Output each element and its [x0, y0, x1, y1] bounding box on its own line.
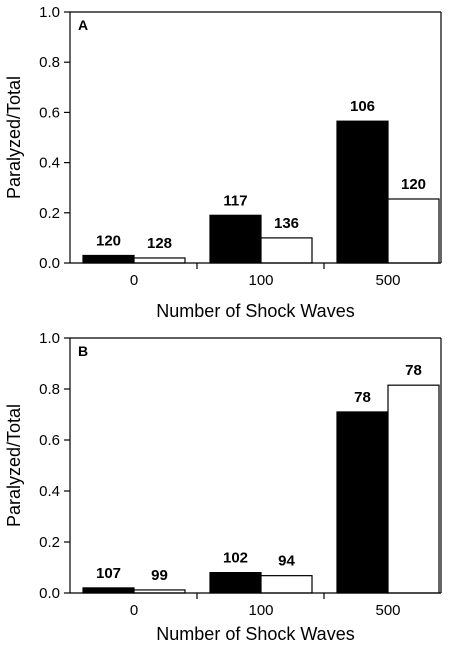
bar-a-series2-100: [260, 237, 313, 264]
x-axis-title: Number of Shock Waves: [156, 624, 354, 644]
y-tick-label: 0.0: [39, 585, 60, 602]
y-tick-label: 0.2: [39, 205, 60, 222]
y-tick-label: 0.0: [39, 255, 60, 272]
data-label: 107: [96, 565, 121, 582]
y-tick-label: 0.8: [39, 381, 60, 398]
y-tick-label: 0.8: [39, 54, 60, 71]
x-tick-label: 100: [248, 602, 273, 619]
bar-a-series1-500: [336, 120, 389, 264]
bar-a-series1-0: [82, 254, 135, 264]
y-tick-label: 1.0: [39, 4, 60, 21]
data-label: 78: [354, 389, 371, 406]
data-label: 102: [223, 550, 248, 567]
data-label: 120: [96, 232, 121, 249]
y-tick-label: 0.4: [39, 483, 60, 500]
y-tick-label: 0.4: [39, 155, 60, 172]
panel-label: A: [78, 17, 88, 33]
data-label: 106: [350, 98, 375, 115]
panel-label: B: [78, 343, 88, 359]
x-tick-label: 100: [248, 272, 273, 289]
y-tick-label: 0.6: [39, 432, 60, 449]
y-tick-label: 0.2: [39, 534, 60, 551]
bar-b-series1-0: [82, 587, 135, 594]
data-label: 128: [147, 235, 172, 252]
data-label: 78: [405, 362, 422, 379]
chart-panel-a: 120 117 106 128 136 120 0.0 0.2 0.4 0.6 0.8 1.0 0 100…: [4, 4, 442, 321]
y-tick-label: 1.0: [39, 330, 60, 347]
chart-panel-b: 107 102 78 99 94 78 0.0 0.2 0.4 0.6 0.8 1.0 0 100 500 B…: [4, 330, 442, 644]
bar-a-series2-500: [387, 198, 440, 264]
y-tick-label: 0.6: [39, 104, 60, 121]
bar-a-series1-100: [209, 214, 262, 264]
data-label: 120: [401, 176, 426, 193]
data-label: 99: [151, 567, 168, 584]
y-axis-title: Paralyzed/Total: [4, 76, 24, 199]
data-label: 136: [274, 215, 299, 232]
y-axis-title: Paralyzed/Total: [4, 404, 24, 527]
data-label: 117: [223, 192, 247, 209]
x-tick-label: 500: [375, 272, 400, 289]
data-label: 94: [278, 553, 295, 570]
bar-b-series1-500: [336, 411, 389, 594]
x-tick-label: 500: [375, 602, 400, 619]
bar-b-series1-100: [209, 571, 262, 594]
x-tick-label: 0: [130, 602, 138, 619]
x-tick-label: 0: [130, 272, 138, 289]
x-axis-title: Number of Shock Waves: [156, 301, 354, 321]
bar-b-series2-500: [387, 384, 440, 594]
bar-b-series2-100: [260, 575, 313, 594]
bar-a-series2-0: [133, 257, 186, 264]
